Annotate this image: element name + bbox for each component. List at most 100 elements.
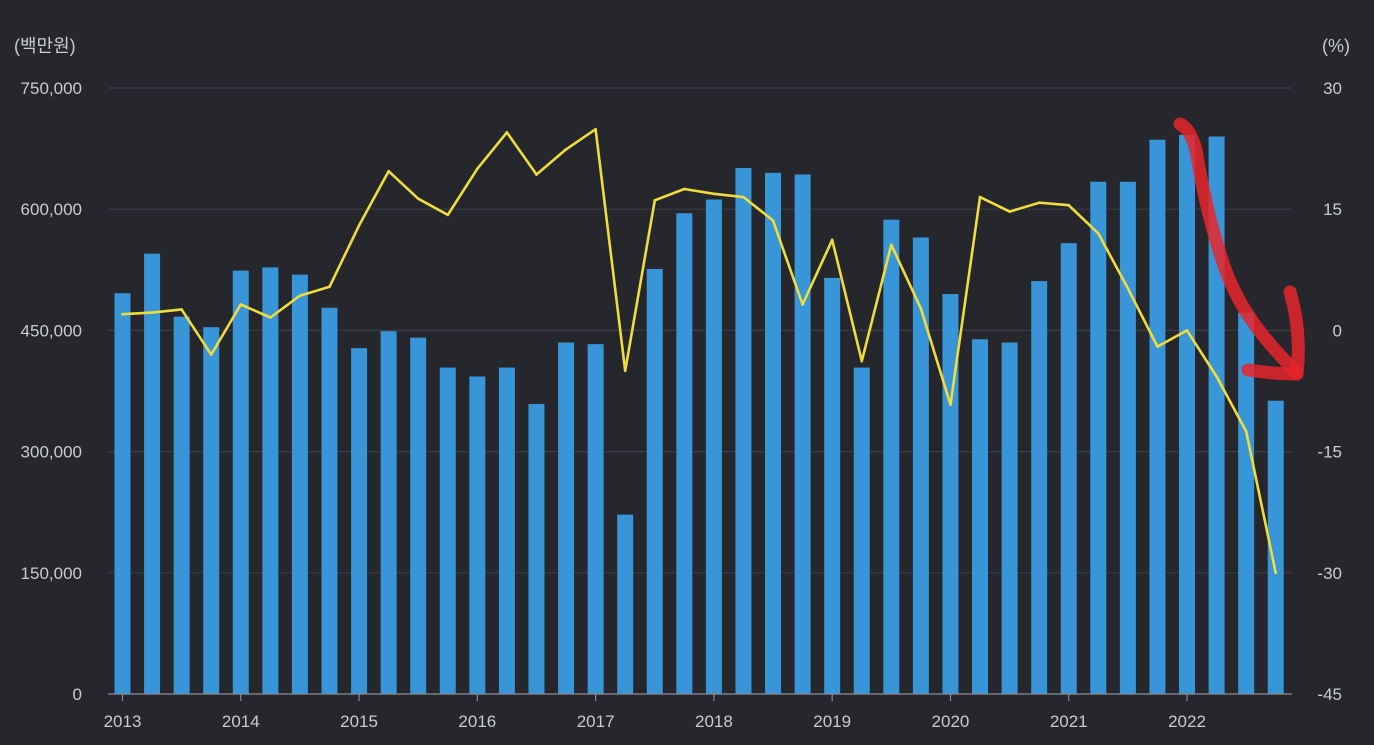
line-point: [1274, 571, 1278, 575]
x-tick-label: 2014: [222, 712, 260, 731]
bar: [617, 514, 634, 694]
line-point: [1097, 232, 1100, 235]
y-right-tick-label: -30: [1317, 564, 1342, 583]
line-point: [298, 294, 302, 297]
line-point: [801, 303, 804, 306]
line-point: [505, 131, 509, 134]
bar: [173, 316, 190, 694]
bar: [972, 339, 989, 694]
line-point: [830, 238, 834, 242]
line-point: [269, 316, 272, 319]
left-axis-unit-label: (백만원): [14, 36, 76, 56]
bar: [942, 294, 959, 694]
bar: [1031, 281, 1048, 694]
line-point: [594, 127, 597, 131]
right-axis-unit-label: (%): [1322, 36, 1350, 56]
bar: [291, 274, 308, 694]
line-point: [387, 169, 390, 173]
bar: [114, 293, 131, 694]
line-point: [1008, 210, 1011, 213]
bar: [853, 367, 870, 694]
bar: [1119, 181, 1136, 694]
line-point: [535, 173, 538, 176]
line-point: [476, 167, 479, 171]
line-point: [890, 243, 893, 247]
bar: [735, 167, 752, 694]
x-tick-label: 2022: [1168, 712, 1206, 731]
x-tick-label: 2013: [104, 712, 142, 731]
bar: [232, 270, 249, 694]
bar: [705, 199, 722, 694]
line-point: [209, 353, 213, 356]
line-point: [357, 224, 361, 227]
x-tick-label: 2021: [1050, 712, 1088, 731]
bar: [794, 174, 811, 694]
line-point: [683, 187, 686, 191]
line-point: [1244, 430, 1248, 433]
bar-series: [114, 134, 1284, 695]
bar: [883, 219, 900, 695]
x-tick-label: 2017: [577, 712, 615, 731]
annotation-arrow-head: [1241, 285, 1305, 381]
y-left-tick-label: 750,000: [21, 79, 82, 98]
line-point: [239, 303, 243, 306]
y-right-tick-label: -15: [1317, 443, 1342, 462]
bar: [262, 267, 279, 694]
growth-rate-line: [121, 127, 1277, 575]
bar: [498, 367, 515, 694]
y-left-tick-label: 150,000: [21, 564, 82, 583]
bar: [587, 344, 604, 694]
bar: [1060, 243, 1077, 695]
bar: [410, 337, 427, 694]
y-right-tick-label: 30: [1323, 79, 1342, 98]
bar: [321, 307, 338, 694]
line-point: [150, 311, 154, 314]
bar: [1001, 342, 1018, 694]
line-point: [1126, 287, 1130, 290]
line-point: [1037, 201, 1041, 205]
bar: [1149, 139, 1166, 694]
line-point: [860, 359, 864, 363]
line-point: [1156, 345, 1159, 348]
bar: [1179, 134, 1196, 694]
line-point: [446, 213, 450, 217]
line-point: [1215, 375, 1218, 378]
bar: [469, 376, 486, 694]
y-right-tick-label: -45: [1317, 685, 1342, 704]
annotation-arrow-shaft: [1173, 117, 1303, 379]
line-point: [653, 199, 657, 202]
line-point: [771, 219, 775, 222]
line-point: [712, 192, 716, 196]
line-point: [416, 197, 420, 200]
bar: [558, 342, 575, 694]
bar: [1267, 400, 1284, 694]
y-right-tick-label: 15: [1323, 200, 1342, 219]
line-point: [564, 148, 568, 151]
x-tick-label: 2018: [695, 712, 733, 731]
y-left-tick-label: 0: [73, 685, 82, 704]
x-tick-label: 2015: [340, 712, 378, 731]
x-tick-label: 2019: [813, 712, 851, 731]
y-left-tick-label: 600,000: [21, 200, 82, 219]
line-point: [180, 308, 183, 311]
x-tick-label: 2020: [932, 712, 970, 731]
bar: [528, 403, 545, 694]
line-point: [949, 403, 952, 407]
bar: [765, 172, 782, 695]
line-point: [1067, 203, 1071, 207]
line-point: [623, 369, 627, 373]
bar: [1208, 136, 1225, 695]
gridlines: [108, 87, 1292, 574]
y-right-tick-label: 0: [1333, 321, 1342, 340]
bar: [144, 253, 161, 694]
bar: [824, 277, 841, 694]
y-left-tick-label: 300,000: [21, 443, 82, 462]
bar: [676, 213, 693, 695]
bar: [1090, 181, 1107, 694]
annotation-arrow: [1173, 117, 1305, 381]
line-point: [328, 285, 331, 289]
line-point: [978, 195, 982, 199]
line-series: [121, 127, 1278, 575]
